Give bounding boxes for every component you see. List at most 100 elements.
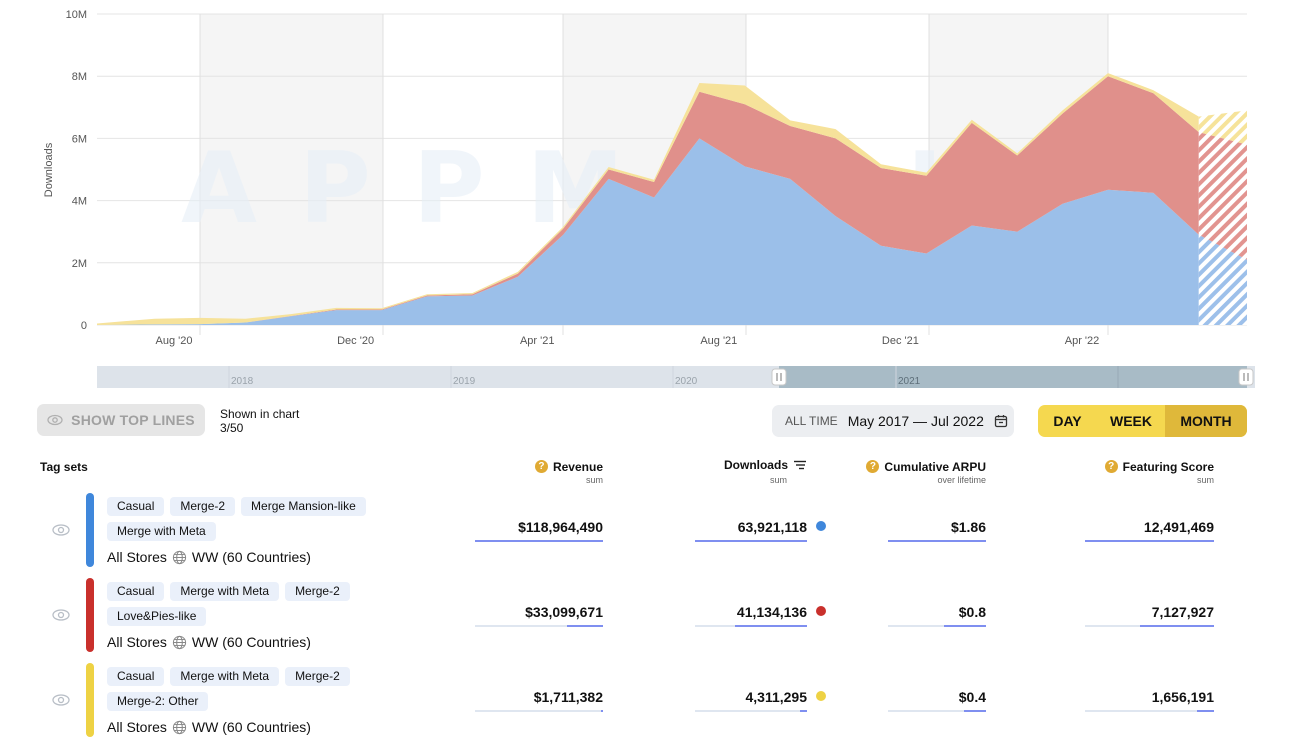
globe-icon [172,635,187,649]
x-tick-label: Aug '21 [700,335,737,347]
downloads-share-track [695,625,807,627]
tag-chip[interactable]: Merge-2 [285,667,350,686]
table-row[interactable]: Casual Merge-2 Merge Mansion-like Merge wit… [0,493,1291,573]
tag-chip[interactable]: Merge-2 [285,582,350,601]
globe-icon [172,550,187,564]
period-week-button[interactable]: WEEK [1110,413,1152,429]
y-tick-label: 4M [72,196,87,208]
col-revenue[interactable]: ? Revenue sum [534,456,603,485]
range-navigator[interactable]: 2018 2019 2020 2021 [97,366,1255,388]
table-row[interactable]: Casual Merge with Meta Merge-2 Merge-2: Oth… [0,663,1291,743]
cell-featuring-value: 12,491,469 [1143,519,1214,535]
store-region: All Stores WW (60 Countries) [107,719,311,735]
cell-featuring: 1,656,191 [1085,689,1214,712]
cell-arpu: $0.8 [888,604,986,627]
tag-chip[interactable]: Merge with Meta [170,582,280,601]
tag-list: Casual Merge with Meta Merge-2 Merge-2: Oth… [107,667,377,711]
date-range-value: May 2017 — Jul 2022 [847,413,984,429]
show-top-lines-label: SHOW TOP LINES [71,412,195,428]
cell-arpu-value: $0.8 [958,604,986,620]
col-downloads[interactable]: Downloads sum [724,456,807,485]
area-series-3-partial [1198,110,1247,145]
tag-chip[interactable]: Casual [107,667,165,686]
period-day-button[interactable]: DAY [1053,413,1082,429]
store-region: All Stores WW (60 Countries) [107,549,311,565]
col-arpu[interactable]: ? Cumulative ARPU over lifetime [866,456,986,485]
cell-revenue: $1,711,382 [475,689,603,712]
globe-icon [172,720,187,734]
controls-bar: SHOW TOP LINES Shown in chart 3/50 ALL T… [0,404,1291,438]
area-series-2 [97,76,1199,325]
store-region: All Stores WW (60 Countries) [107,634,311,650]
x-axis: Aug '20 Dec '20 Apr '21 Aug '21 Dec '21 Apr '… [156,335,1100,347]
all-time-label: ALL TIME [785,414,838,428]
series-color-dot [816,606,826,616]
series-color-bar [86,663,94,737]
cell-arpu-value: $0.4 [958,689,986,705]
calendar-icon [994,415,1008,428]
sort-icon[interactable] [793,460,807,470]
navigator-year-label: 2019 [453,376,476,387]
navigator-year-label: 2021 [898,376,921,387]
col-revenue-title: Revenue [552,459,603,474]
cell-revenue-value: $118,964,490 [518,519,603,535]
downloads-share-track [695,540,807,542]
navigator-handle[interactable] [771,368,787,386]
cell-featuring-value: 1,656,191 [1151,689,1214,705]
featuring-share-bar [1085,540,1214,542]
help-icon[interactable]: ? [866,460,880,473]
col-arpu-title: Cumulative ARPU [884,459,986,474]
tag-chip[interactable]: Merge Mansion-like [241,497,366,516]
tag-chip[interactable]: Merge-2 [170,497,236,516]
y-tick-label: 2M [72,258,87,270]
navigator-handle[interactable] [1238,368,1254,386]
revenue-share-track [475,710,603,712]
downloads-share-bar [799,710,807,712]
help-icon[interactable]: ? [1104,460,1118,473]
col-tag-sets-title: Tag sets [40,460,88,474]
tag-chip[interactable]: Merge with Meta [170,667,280,686]
y-tick-label: 10M [66,9,87,21]
eye-icon[interactable] [52,693,70,707]
period-month-button[interactable]: MONTH [1165,405,1247,437]
tag-chip[interactable]: Merge with Meta [107,522,216,541]
x-tick-label: Apr '22 [1065,335,1100,347]
tag-chip[interactable]: Merge-2: Other [107,692,209,711]
series-color-bar [86,578,94,652]
col-featuring-title: Featuring Score [1122,459,1214,474]
area-series-1-partial [1198,234,1247,325]
featuring-share-track [1085,710,1214,712]
region-label: WW (60 Countries) [191,634,311,650]
shown-in-chart-value: 3/50 [220,421,244,435]
y-tick-label: 8M [72,71,87,83]
eye-icon[interactable] [52,523,70,537]
show-top-lines-button[interactable]: SHOW TOP LINES [37,404,205,436]
tag-chip[interactable]: Casual [107,497,165,516]
cell-arpu: $0.4 [888,689,986,712]
revenue-share-track [475,540,603,542]
date-range-picker[interactable]: ALL TIME May 2017 — Jul 2022 [772,405,1014,437]
featuring-share-bar [1197,710,1214,712]
featuring-share-track [1085,540,1214,542]
help-icon[interactable]: ? [534,460,548,473]
revenue-share-bar [601,710,603,712]
cell-downloads-value: 41,134,136 [736,604,807,620]
cell-downloads: 4,311,295 [695,689,807,712]
cell-revenue: $33,099,671 [475,604,603,627]
tag-chip[interactable]: Casual [107,582,165,601]
col-featuring[interactable]: ? Featuring Score sum [1104,456,1214,485]
eye-icon[interactable] [52,608,70,622]
arpu-share-bar [943,625,986,627]
tag-chip[interactable]: Love&Pies-like [107,607,207,626]
y-axis-label: Downloads [43,142,55,197]
col-revenue-sub: sum [585,475,603,485]
y-tick-label: 6M [72,133,87,145]
downloads-share-bar [735,625,807,627]
shown-in-chart-label: Shown in chart [220,407,300,421]
navigator-year-label: 2020 [675,376,698,387]
table-row[interactable]: Casual Merge with Meta Merge-2 Love&Pies-li… [0,578,1291,658]
x-tick-label: Dec '20 [337,335,374,347]
cell-featuring: 12,491,469 [1085,519,1214,542]
